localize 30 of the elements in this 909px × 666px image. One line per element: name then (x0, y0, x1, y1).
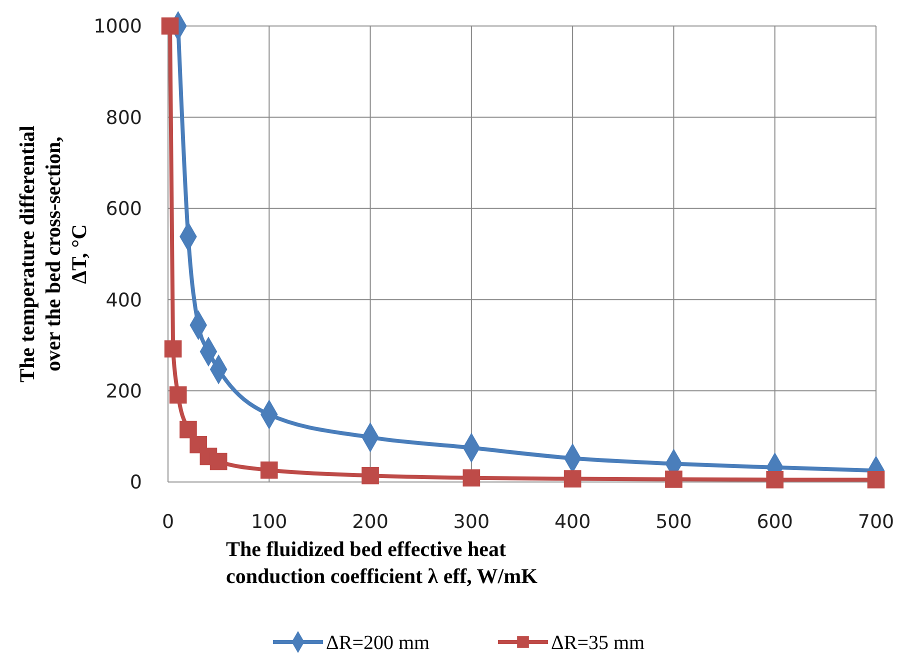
point (665, 470, 682, 488)
point (362, 466, 379, 484)
x-tick-label: 500 (656, 511, 692, 533)
point (462, 469, 480, 487)
point (766, 471, 784, 488)
point (564, 470, 582, 488)
y-tick-label: 0 (130, 472, 142, 494)
point (161, 17, 179, 35)
point (164, 340, 182, 358)
point (260, 461, 278, 479)
legend-label: ΔR=200 mm (326, 632, 430, 654)
x-tick-label: 200 (352, 511, 388, 533)
x-tick-label: 400 (554, 511, 591, 533)
point (867, 471, 885, 488)
y-tick-label: 1000 (94, 16, 142, 38)
y-tick-label: 800 (106, 106, 142, 129)
x-tick-label: 0 (162, 511, 174, 533)
y-axis-title: The temperature differential over the bed cross-section, ΔT, °C (15, 125, 91, 382)
y-tick-label: 200 (106, 380, 142, 402)
point (169, 386, 187, 404)
y-tick-label: 400 (106, 289, 142, 312)
y-tick-label: 600 (106, 198, 142, 220)
x-tick-label: 600 (756, 511, 793, 533)
x-axis-title: The fluidized bed effective heat conduction coefficient λ eff, W/mK (226, 537, 538, 588)
point (210, 452, 228, 470)
legend-label: ΔR=35 mm (551, 632, 646, 654)
point (180, 420, 197, 438)
x-tick-label: 300 (453, 511, 490, 533)
x-tick-label: 700 (858, 511, 894, 533)
x-tick-label: 100 (251, 511, 288, 533)
